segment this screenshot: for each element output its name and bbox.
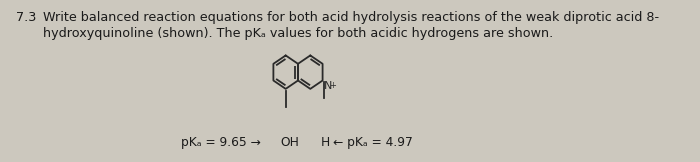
Text: Write balanced reaction equations for both acid hydrolysis reactions of the weak: Write balanced reaction equations for bo… (43, 11, 659, 24)
Text: hydroxyquinoline (shown). The pKₐ values for both acidic hydrogens are shown.: hydroxyquinoline (shown). The pKₐ values… (43, 27, 554, 40)
Text: OH: OH (281, 136, 300, 149)
Text: N: N (323, 81, 332, 92)
Text: +: + (329, 81, 336, 91)
Text: H: H (321, 136, 330, 149)
Text: pKₐ = 9.65 →: pKₐ = 9.65 → (181, 136, 261, 149)
Text: ← pKₐ = 4.97: ← pKₐ = 4.97 (332, 136, 412, 149)
Text: 7.3: 7.3 (16, 11, 37, 24)
